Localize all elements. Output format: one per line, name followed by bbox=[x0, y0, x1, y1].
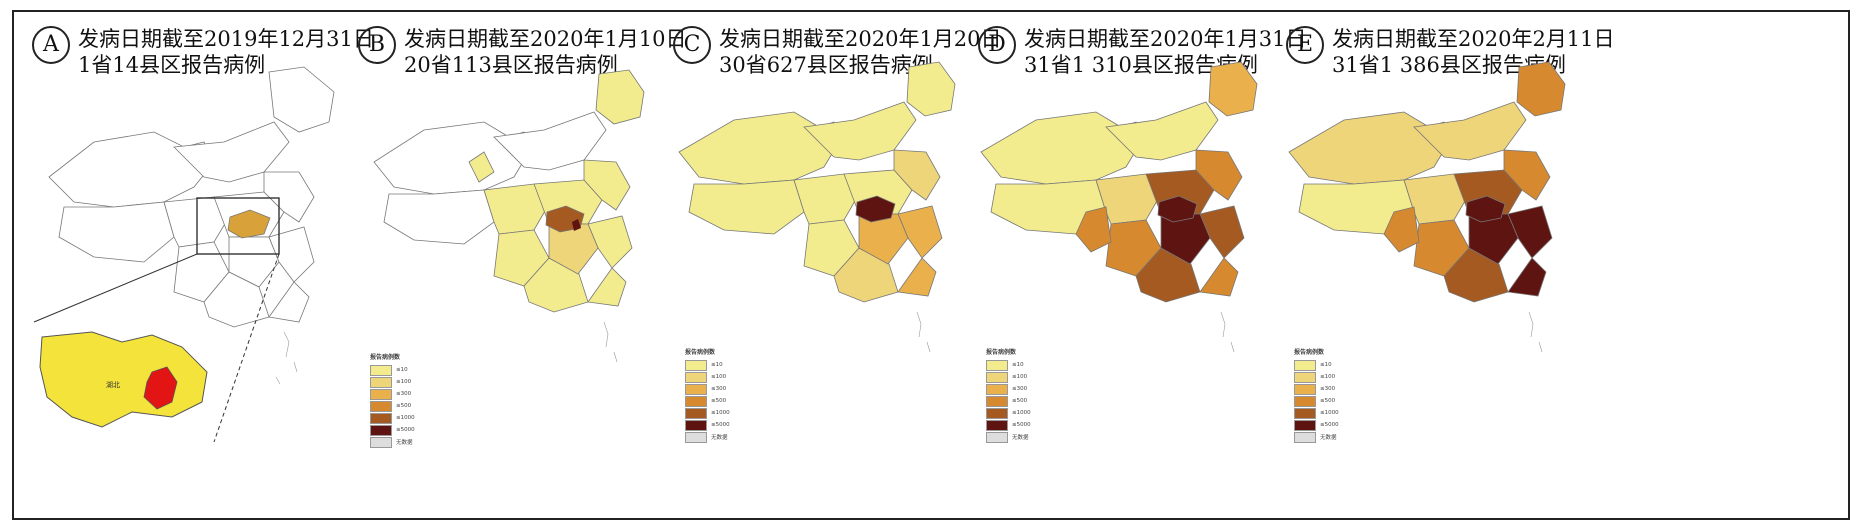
panel-c-title: C 发病日期截至2020年1月20日 30省627县区报告病例 bbox=[673, 26, 1002, 78]
legend-d-row: 无数据 bbox=[986, 431, 1031, 443]
legend-b-row: ≤10 bbox=[370, 364, 415, 376]
inset-hubei: 湖北 bbox=[39, 331, 208, 428]
legend-c-row: ≤1000 bbox=[685, 407, 730, 419]
legend-b-title: 报告病例数 bbox=[370, 354, 401, 361]
panel-c: C 发病日期截至2020年1月20日 30省627县区报告病例 bbox=[659, 12, 1002, 518]
panel-b-title: B 发病日期截至2020年1月10日 20省113县区报告病例 bbox=[358, 26, 687, 78]
legend-e-row: ≤5000 bbox=[1294, 419, 1339, 431]
map-china-d bbox=[980, 61, 1258, 353]
legend-d-row: ≤300 bbox=[986, 383, 1031, 395]
panel-e-letter: E bbox=[1286, 26, 1324, 64]
panel-a-letter: A bbox=[32, 26, 70, 64]
map-china-b bbox=[373, 69, 645, 363]
legend-e: 报告病例数 ≤10 ≤100 ≤300 ≤500 ≤1000 ≤5000 无数据 bbox=[1294, 347, 1339, 443]
legend-b: 报告病例数 ≤10 ≤100 ≤300 ≤500 ≤1000 ≤5000 无数据 bbox=[370, 352, 415, 448]
panel-a-date: 发病日期截至2019年12月31日 bbox=[78, 27, 374, 51]
legend-b-row: ≤1000 bbox=[370, 412, 415, 424]
legend-e-title: 报告病例数 bbox=[1294, 349, 1325, 356]
inset-label: 湖北 bbox=[106, 380, 120, 389]
legend-b-row: ≤5000 bbox=[370, 424, 415, 436]
legend-c-row: ≤300 bbox=[685, 383, 730, 395]
legend-c-row: ≤500 bbox=[685, 395, 730, 407]
legend-d-row: ≤100 bbox=[986, 371, 1031, 383]
legend-e-row: ≤1000 bbox=[1294, 407, 1339, 419]
panel-e: E 发病日期截至2020年2月11日 31省1 386县区报告病例 bbox=[1274, 12, 1615, 518]
legend-d-row: ≤500 bbox=[986, 395, 1031, 407]
legend-b-row: ≤300 bbox=[370, 388, 415, 400]
legend-e-row: ≤300 bbox=[1294, 383, 1339, 395]
legend-d-row: ≤1000 bbox=[986, 407, 1031, 419]
map-china-a bbox=[33, 66, 335, 443]
legend-b-row: ≤500 bbox=[370, 400, 415, 412]
map-china-e bbox=[1288, 61, 1566, 353]
panel-b: B 发病日期截至2020年1月10日 20省113县区报告病例 bbox=[344, 12, 687, 518]
legend-e-row: ≤500 bbox=[1294, 395, 1339, 407]
legend-d-title: 报告病例数 bbox=[986, 349, 1017, 356]
panel-d-letter: D bbox=[978, 26, 1016, 64]
panel-b-count: 20省113县区报告病例 bbox=[404, 53, 618, 77]
panel-d-title: D 发病日期截至2020年1月31日 31省1 310县区报告病例 bbox=[978, 26, 1307, 78]
legend-d-row: ≤5000 bbox=[986, 419, 1031, 431]
legend-b-row: ≤100 bbox=[370, 376, 415, 388]
legend-e-row: 无数据 bbox=[1294, 431, 1339, 443]
legend-e-row: ≤10 bbox=[1294, 359, 1339, 371]
panel-a: A 发病日期截至2019年12月31日 1省14县区报告病例 bbox=[14, 12, 374, 518]
legend-c: 报告病例数 ≤10 ≤100 ≤300 ≤500 ≤1000 ≤5000 无数据 bbox=[685, 347, 730, 443]
legend-e-row: ≤100 bbox=[1294, 371, 1339, 383]
legend-d: 报告病例数 ≤10 ≤100 ≤300 ≤500 ≤1000 ≤5000 无数据 bbox=[986, 347, 1031, 443]
legend-d-row: ≤10 bbox=[986, 359, 1031, 371]
panel-c-date: 发病日期截至2020年1月20日 bbox=[719, 27, 1002, 51]
panel-c-letter: C bbox=[673, 26, 711, 64]
panel-e-date: 发病日期截至2020年2月11日 bbox=[1332, 27, 1615, 51]
panel-a-title: A 发病日期截至2019年12月31日 1省14县区报告病例 bbox=[32, 26, 374, 78]
panel-d-date: 发病日期截至2020年1月31日 bbox=[1024, 27, 1307, 51]
legend-c-title: 报告病例数 bbox=[685, 349, 716, 356]
panel-b-letter: B bbox=[358, 26, 396, 64]
legend-c-row: ≤100 bbox=[685, 371, 730, 383]
map-china-c bbox=[678, 61, 956, 353]
panel-c-count: 30省627县区报告病例 bbox=[719, 53, 933, 77]
legend-c-row: ≤5000 bbox=[685, 419, 730, 431]
legend-b-row: 无数据 bbox=[370, 436, 415, 448]
legend-c-row: 无数据 bbox=[685, 431, 730, 443]
panel-b-date: 发病日期截至2020年1月10日 bbox=[404, 27, 687, 51]
panel-a-count: 1省14县区报告病例 bbox=[78, 53, 266, 77]
figure-frame: A 发病日期截至2019年12月31日 1省14县区报告病例 bbox=[12, 10, 1850, 520]
panel-d: D 发病日期截至2020年1月31日 31省1 310县区报告病例 bbox=[966, 12, 1307, 518]
legend-c-row: ≤10 bbox=[685, 359, 730, 371]
